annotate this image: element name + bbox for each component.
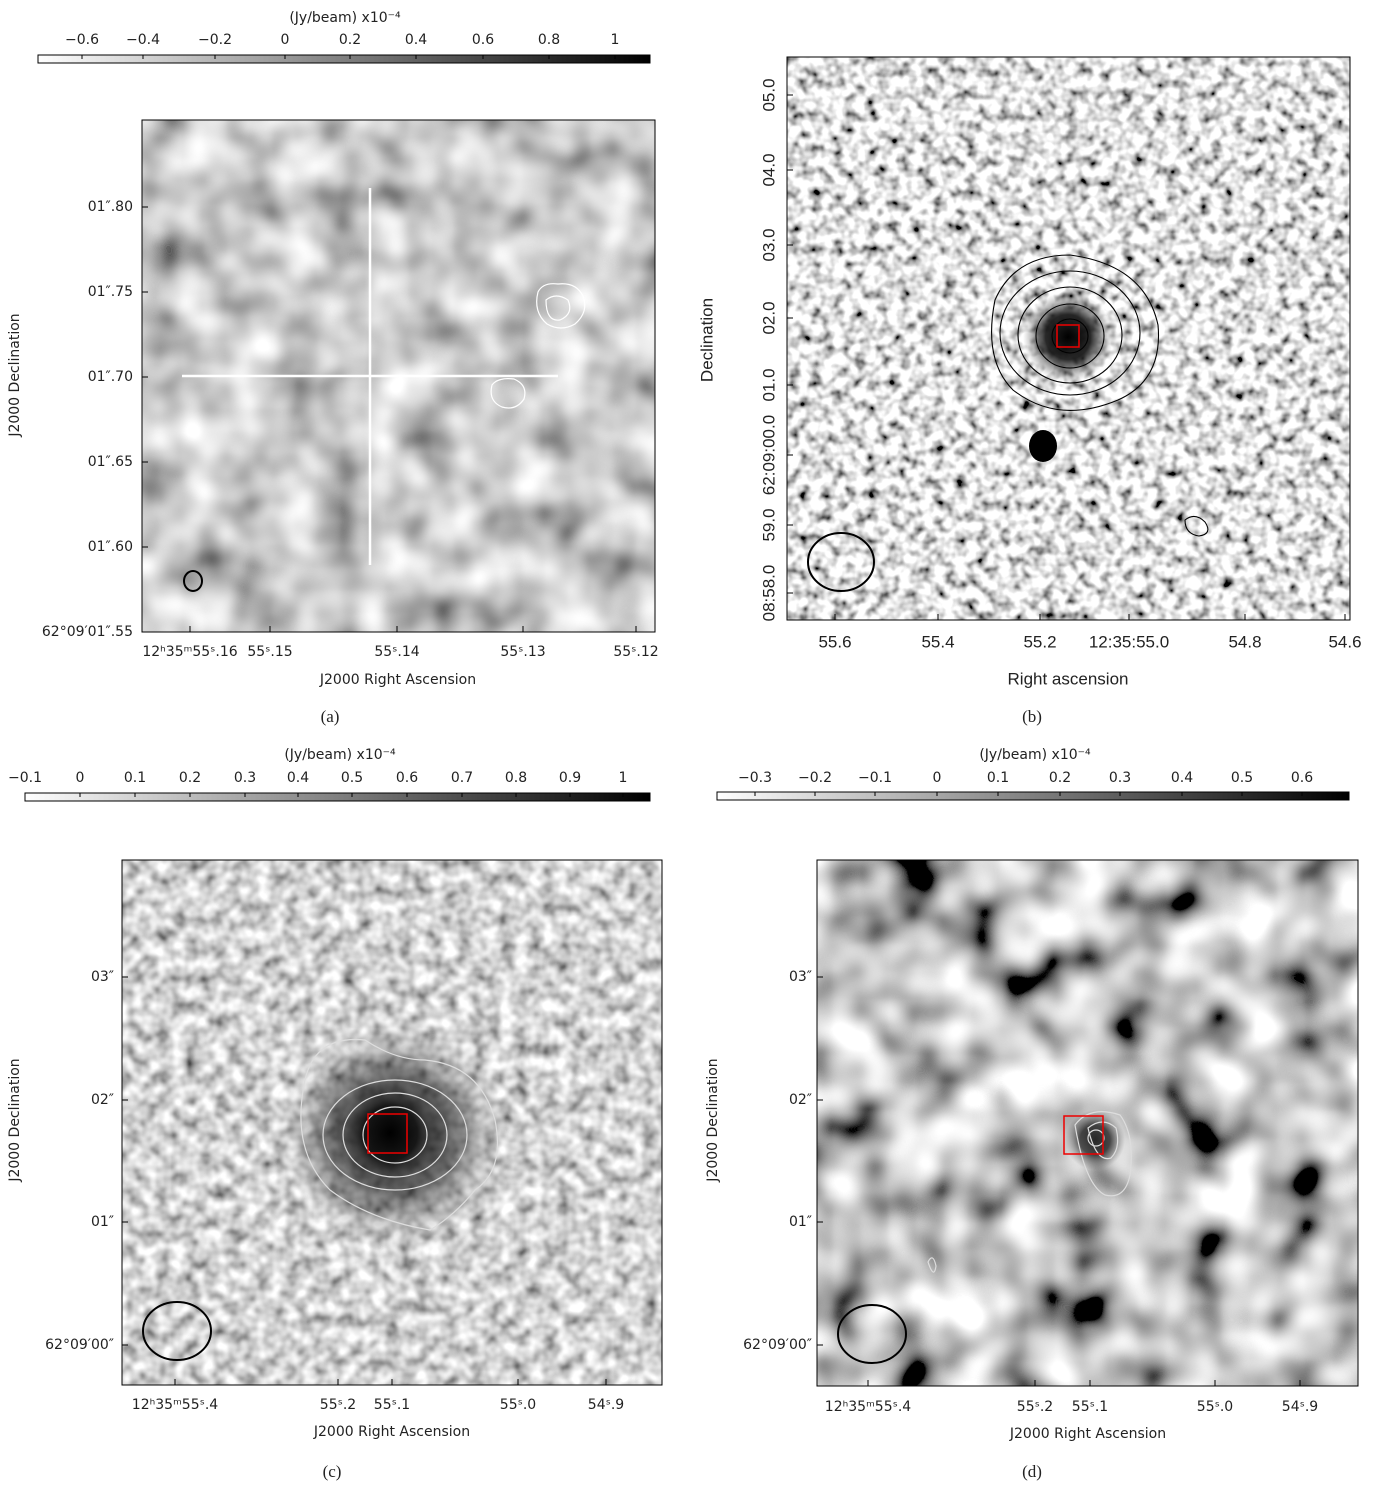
x-tick-label: 55.4 (921, 632, 954, 651)
colorbar (24, 792, 651, 802)
x-tick-label: 12ʰ35ᵐ55ˢ.4 (825, 1399, 911, 1415)
colorbar-tick-label: 1 (619, 770, 628, 786)
y-tick-label: 62°09′00″ (743, 1337, 812, 1353)
y-tick-label: 01″.60 (88, 539, 133, 555)
y-tick-label: 03.0 (759, 228, 778, 261)
y-tick-label: 01″.75 (88, 284, 133, 300)
colorbar-tick-label: 0.1 (124, 770, 146, 786)
colorbar-tick-label: −0.1 (8, 770, 42, 786)
x-tick-label: 55ˢ.2 (1017, 1399, 1053, 1415)
colorbar-tick-label: −0.3 (738, 770, 772, 786)
x-tick-label: 55ˢ.1 (374, 1397, 410, 1413)
colorbar-tick-label: −0.1 (858, 770, 892, 786)
y-tick-label: 01″ (91, 1214, 114, 1230)
x-tick-label: 54.8 (1228, 632, 1261, 651)
colorbar-tick-label: −0.2 (798, 770, 832, 786)
x-tick-label: 55ˢ.1 (1072, 1399, 1108, 1415)
y-tick-label: 01″.65 (88, 454, 133, 470)
panel-c-image (121, 859, 663, 1386)
colorbar-tick-label: 0 (281, 32, 290, 48)
y-tick-label: 05.0 (759, 78, 778, 111)
y-tick-label: 02″ (789, 1092, 812, 1108)
colorbar-tick-label: 0.5 (1231, 770, 1253, 786)
colorbar-label: (Jy/beam) x10⁻⁴ (289, 10, 401, 26)
x-tick-label: 55.2 (1023, 632, 1056, 651)
x-tick-label: 12ʰ35ᵐ55ˢ.4 (132, 1397, 218, 1413)
y-tick-label: 08:58.0 (759, 565, 778, 622)
colorbar (716, 791, 1350, 801)
colorbar-tick-label: 0.4 (405, 32, 427, 48)
colorbar-tick-label: −0.4 (126, 32, 160, 48)
y-axis-label: J2000 Declination (7, 313, 23, 437)
x-tick-label: 55ˢ.0 (1197, 1399, 1233, 1415)
panel-b-image (786, 56, 1351, 621)
caption: (a) (321, 707, 340, 726)
colorbar-label: (Jy/beam) x10⁻⁴ (284, 747, 396, 763)
y-axis-label: J2000 Declination (705, 1058, 721, 1182)
x-tick-label: 55ˢ.12 (613, 644, 658, 660)
x-tick-label: 55ˢ.14 (374, 644, 419, 660)
x-tick-label: 54ˢ.9 (1282, 1399, 1318, 1415)
x-tick-label: 12:35:55.0 (1089, 632, 1169, 651)
colorbar-tick-label: 0.6 (1291, 770, 1313, 786)
colorbar-tick-label: 0.9 (559, 770, 581, 786)
labels: (Jy/beam) x10⁻⁴ −0.6 −0.4 −0.2 0 0.2 0.4 0.6 0.8… (7, 10, 1362, 1481)
panel-d-image (816, 859, 1359, 1387)
y-tick-label: 01″.70 (88, 369, 133, 385)
colorbar-label: (Jy/beam) x10⁻⁴ (979, 747, 1091, 763)
y-tick-label: 01.0 (759, 368, 778, 401)
colorbar (37, 54, 651, 64)
colorbar-tick-label: −0.2 (198, 32, 232, 48)
colorbar-tick-label: 0.1 (987, 770, 1009, 786)
colorbar-tick-label: −0.6 (65, 32, 99, 48)
y-axis-label: J2000 Declination (7, 1058, 23, 1182)
x-tick-label: 55ˢ.2 (320, 1397, 356, 1413)
y-axis-label: Declination (697, 298, 716, 382)
caption: (c) (323, 1462, 342, 1481)
colorbar-tick-label: 0.2 (339, 32, 361, 48)
caption: (b) (1022, 707, 1042, 726)
x-tick-label: 12ʰ35ᵐ55ˢ.16 (142, 644, 237, 660)
colorbar-tick-label: 0.3 (234, 770, 256, 786)
x-axis-label: J2000 Right Ascension (319, 672, 476, 688)
colorbar-tick-label: 1 (611, 32, 620, 48)
x-axis-label: Right ascension (1008, 669, 1129, 688)
colorbar-tick-label: 0.8 (538, 32, 560, 48)
y-tick-label: 62°09′00″ (45, 1337, 114, 1353)
x-axis-label: J2000 Right Ascension (1009, 1426, 1166, 1442)
colorbar-tick-label: 0 (76, 770, 85, 786)
x-tick-label: 55ˢ.0 (500, 1397, 536, 1413)
colorbar-tick-label: 0 (933, 770, 942, 786)
colorbar-tick-label: 0.6 (472, 32, 494, 48)
panel-a-image (141, 119, 656, 633)
colorbar-tick-label: 0.2 (179, 770, 201, 786)
colorbar-tick-label: 0.4 (287, 770, 309, 786)
y-tick-label: 03″ (789, 969, 812, 985)
x-tick-label: 54.6 (1328, 632, 1361, 651)
caption: (d) (1022, 1462, 1042, 1481)
x-tick-label: 55ˢ.13 (500, 644, 545, 660)
y-tick-label: 59.0 (759, 508, 778, 541)
x-axis-label: J2000 Right Ascension (313, 1424, 470, 1440)
y-tick-label: 62:09:00.0 (759, 415, 778, 495)
y-tick-label: 02″ (91, 1092, 114, 1108)
colorbar-tick-label: 0.5 (341, 770, 363, 786)
colorbar-tick-label: 0.4 (1171, 770, 1193, 786)
colorbar-tick-label: 0.3 (1109, 770, 1131, 786)
colorbar-tick-label: 0.7 (451, 770, 473, 786)
colorbar-tick-label: 0.8 (505, 770, 527, 786)
y-tick-label: 01″.80 (88, 199, 133, 215)
colorbar-tick-label: 0.2 (1049, 770, 1071, 786)
y-tick-label: 02.0 (759, 301, 778, 334)
y-tick-label: 01″ (789, 1214, 812, 1230)
x-tick-label: 55.6 (818, 632, 851, 651)
colorbar-tick-label: 0.6 (396, 770, 418, 786)
y-tick-label: 03″ (91, 969, 114, 985)
y-tick-label: 62°09′01″.55 (42, 624, 133, 640)
x-tick-label: 54ˢ.9 (588, 1397, 624, 1413)
y-tick-label: 04.0 (759, 153, 778, 186)
x-tick-label: 55ˢ.15 (247, 644, 292, 660)
